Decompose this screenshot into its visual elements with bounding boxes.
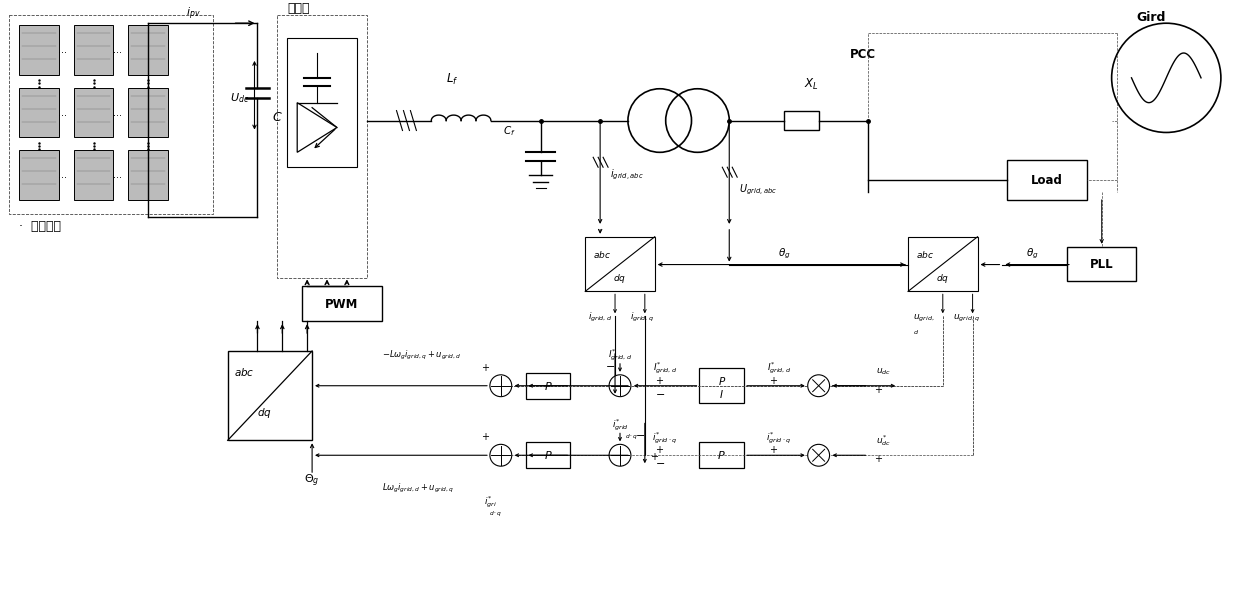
Text: $_{d}$: $_{d}$	[913, 328, 919, 337]
Text: $+$: $+$	[481, 362, 491, 373]
Text: $+$: $+$	[655, 375, 665, 386]
Circle shape	[666, 89, 729, 152]
Text: $abc$: $abc$	[233, 366, 254, 378]
Text: $P$: $P$	[543, 380, 552, 392]
Bar	[699, 442, 744, 468]
Text: $\theta_g$: $\theta_g$	[1025, 247, 1039, 261]
Text: $+$: $+$	[770, 444, 779, 455]
Bar	[699, 368, 744, 403]
Text: 逆变器: 逆变器	[288, 2, 310, 15]
Bar	[908, 237, 977, 292]
Text: $+$: $+$	[481, 431, 491, 442]
Bar	[129, 151, 169, 200]
Text: $+$: $+$	[874, 453, 883, 464]
Bar	[784, 111, 818, 130]
Text: ...: ...	[58, 45, 67, 55]
Text: $I_{grid,d}^{*}$: $I_{grid,d}^{*}$	[608, 348, 632, 364]
Circle shape	[609, 444, 631, 466]
Circle shape	[807, 444, 830, 466]
Text: $u_{dc}^{*}$: $u_{dc}^{*}$	[875, 433, 890, 448]
Text: ...: ...	[113, 170, 122, 180]
Bar	[73, 88, 114, 137]
Bar	[9, 15, 213, 214]
Text: $L\omega_g i_{grid,d}+u_{grid,q}$: $L\omega_g i_{grid,d}+u_{grid,q}$	[382, 481, 454, 494]
Text: $-L\omega_g i_{grid,q}+u_{grid,d}$: $-L\omega_g i_{grid,q}+u_{grid,d}$	[382, 349, 461, 362]
Text: ·  光伏阵列: · 光伏阵列	[19, 220, 61, 233]
Text: ...: ...	[113, 108, 122, 118]
Bar	[526, 373, 570, 399]
Polygon shape	[298, 103, 337, 152]
Bar	[1066, 247, 1137, 281]
Circle shape	[627, 89, 692, 152]
Text: $I$: $I$	[719, 388, 724, 400]
Circle shape	[490, 444, 512, 466]
Text: $i_{grid,q}$: $i_{grid,q}$	[630, 311, 653, 324]
Text: ...: ...	[58, 170, 67, 180]
Text: $U_{grid,abc}$: $U_{grid,abc}$	[739, 183, 777, 197]
Text: $-$: $-$	[655, 388, 665, 397]
Bar	[288, 38, 357, 167]
Text: $+$: $+$	[620, 382, 630, 393]
Text: $i_{grid\cdot q}^{*}$: $i_{grid\cdot q}^{*}$	[766, 430, 791, 446]
Text: $\boldsymbol{X_L}$: $\boldsymbol{X_L}$	[804, 77, 818, 92]
Text: $dq$: $dq$	[258, 406, 273, 419]
Text: $+$: $+$	[770, 375, 779, 386]
Text: Load: Load	[1032, 174, 1063, 187]
Text: $i_{gri}^{*}$: $i_{gri}^{*}$	[485, 495, 497, 511]
Text: $-$: $-$	[655, 457, 665, 467]
Text: PCC: PCC	[851, 48, 877, 61]
Bar	[129, 25, 169, 75]
Text: $\Theta_g$: $\Theta_g$	[304, 472, 320, 489]
Bar	[129, 88, 169, 137]
Bar	[73, 25, 114, 75]
Bar	[303, 286, 382, 321]
Text: $_{d\cdot q}$: $_{d\cdot q}$	[489, 510, 502, 519]
Bar	[278, 15, 367, 278]
Circle shape	[609, 375, 631, 397]
Text: $dq$: $dq$	[936, 272, 949, 285]
Bar	[526, 442, 570, 468]
Bar	[19, 88, 58, 137]
Text: $I_{grid,d}^{*}$: $I_{grid,d}^{*}$	[766, 361, 791, 376]
Text: $U_{dc}$: $U_{dc}$	[229, 91, 249, 105]
Text: $i_{grid,abc}$: $i_{grid,abc}$	[610, 168, 644, 182]
Text: $\boldsymbol{L_f}$: $\boldsymbol{L_f}$	[446, 72, 459, 87]
Circle shape	[490, 375, 512, 397]
Text: $i_{grid}^{*}$: $i_{grid}^{*}$	[611, 418, 629, 433]
Bar	[1007, 160, 1086, 200]
Text: $-$: $-$	[605, 360, 615, 370]
Text: PLL: PLL	[1090, 258, 1114, 271]
Text: $+$: $+$	[655, 444, 665, 455]
Text: PWM: PWM	[325, 298, 358, 311]
Text: ...: ...	[113, 45, 122, 55]
Text: $+$: $+$	[874, 384, 883, 394]
Text: $dq$: $dq$	[613, 272, 626, 285]
Text: $i_{grid\cdot q}^{*}$: $i_{grid\cdot q}^{*}$	[652, 430, 677, 446]
Text: $+$: $+$	[650, 451, 660, 462]
Text: $\boldsymbol{C_f}$: $\boldsymbol{C_f}$	[502, 124, 516, 138]
Text: $abc$: $abc$	[916, 249, 934, 260]
Text: $I_{grid,d}^{*}$: $I_{grid,d}^{*}$	[652, 361, 677, 376]
Text: $\theta_g$: $\theta_g$	[777, 247, 790, 261]
Bar	[228, 351, 312, 440]
Text: $P$: $P$	[543, 449, 552, 461]
Text: $-$: $-$	[635, 430, 645, 439]
Bar	[19, 151, 58, 200]
Text: $u_{grid,}$: $u_{grid,}$	[913, 312, 935, 324]
Text: $i_{grid,d}$: $i_{grid,d}$	[588, 311, 613, 324]
Text: $P$: $P$	[718, 375, 725, 387]
Text: $_{d\cdot q}$: $_{d\cdot q}$	[625, 433, 639, 442]
Text: Gird: Gird	[1137, 11, 1166, 24]
Text: $P$: $P$	[718, 449, 727, 461]
Text: $C$: $C$	[273, 111, 283, 124]
Text: $abc$: $abc$	[593, 249, 611, 260]
Text: $u_{dc}$: $u_{dc}$	[875, 367, 890, 377]
Bar	[19, 25, 58, 75]
Bar	[585, 237, 655, 292]
Text: $i_{pv}$: $i_{pv}$	[186, 6, 201, 22]
Text: $u_{grid,q}$: $u_{grid,q}$	[952, 312, 980, 324]
Text: ...: ...	[58, 108, 67, 118]
Circle shape	[807, 375, 830, 397]
Bar	[73, 151, 114, 200]
